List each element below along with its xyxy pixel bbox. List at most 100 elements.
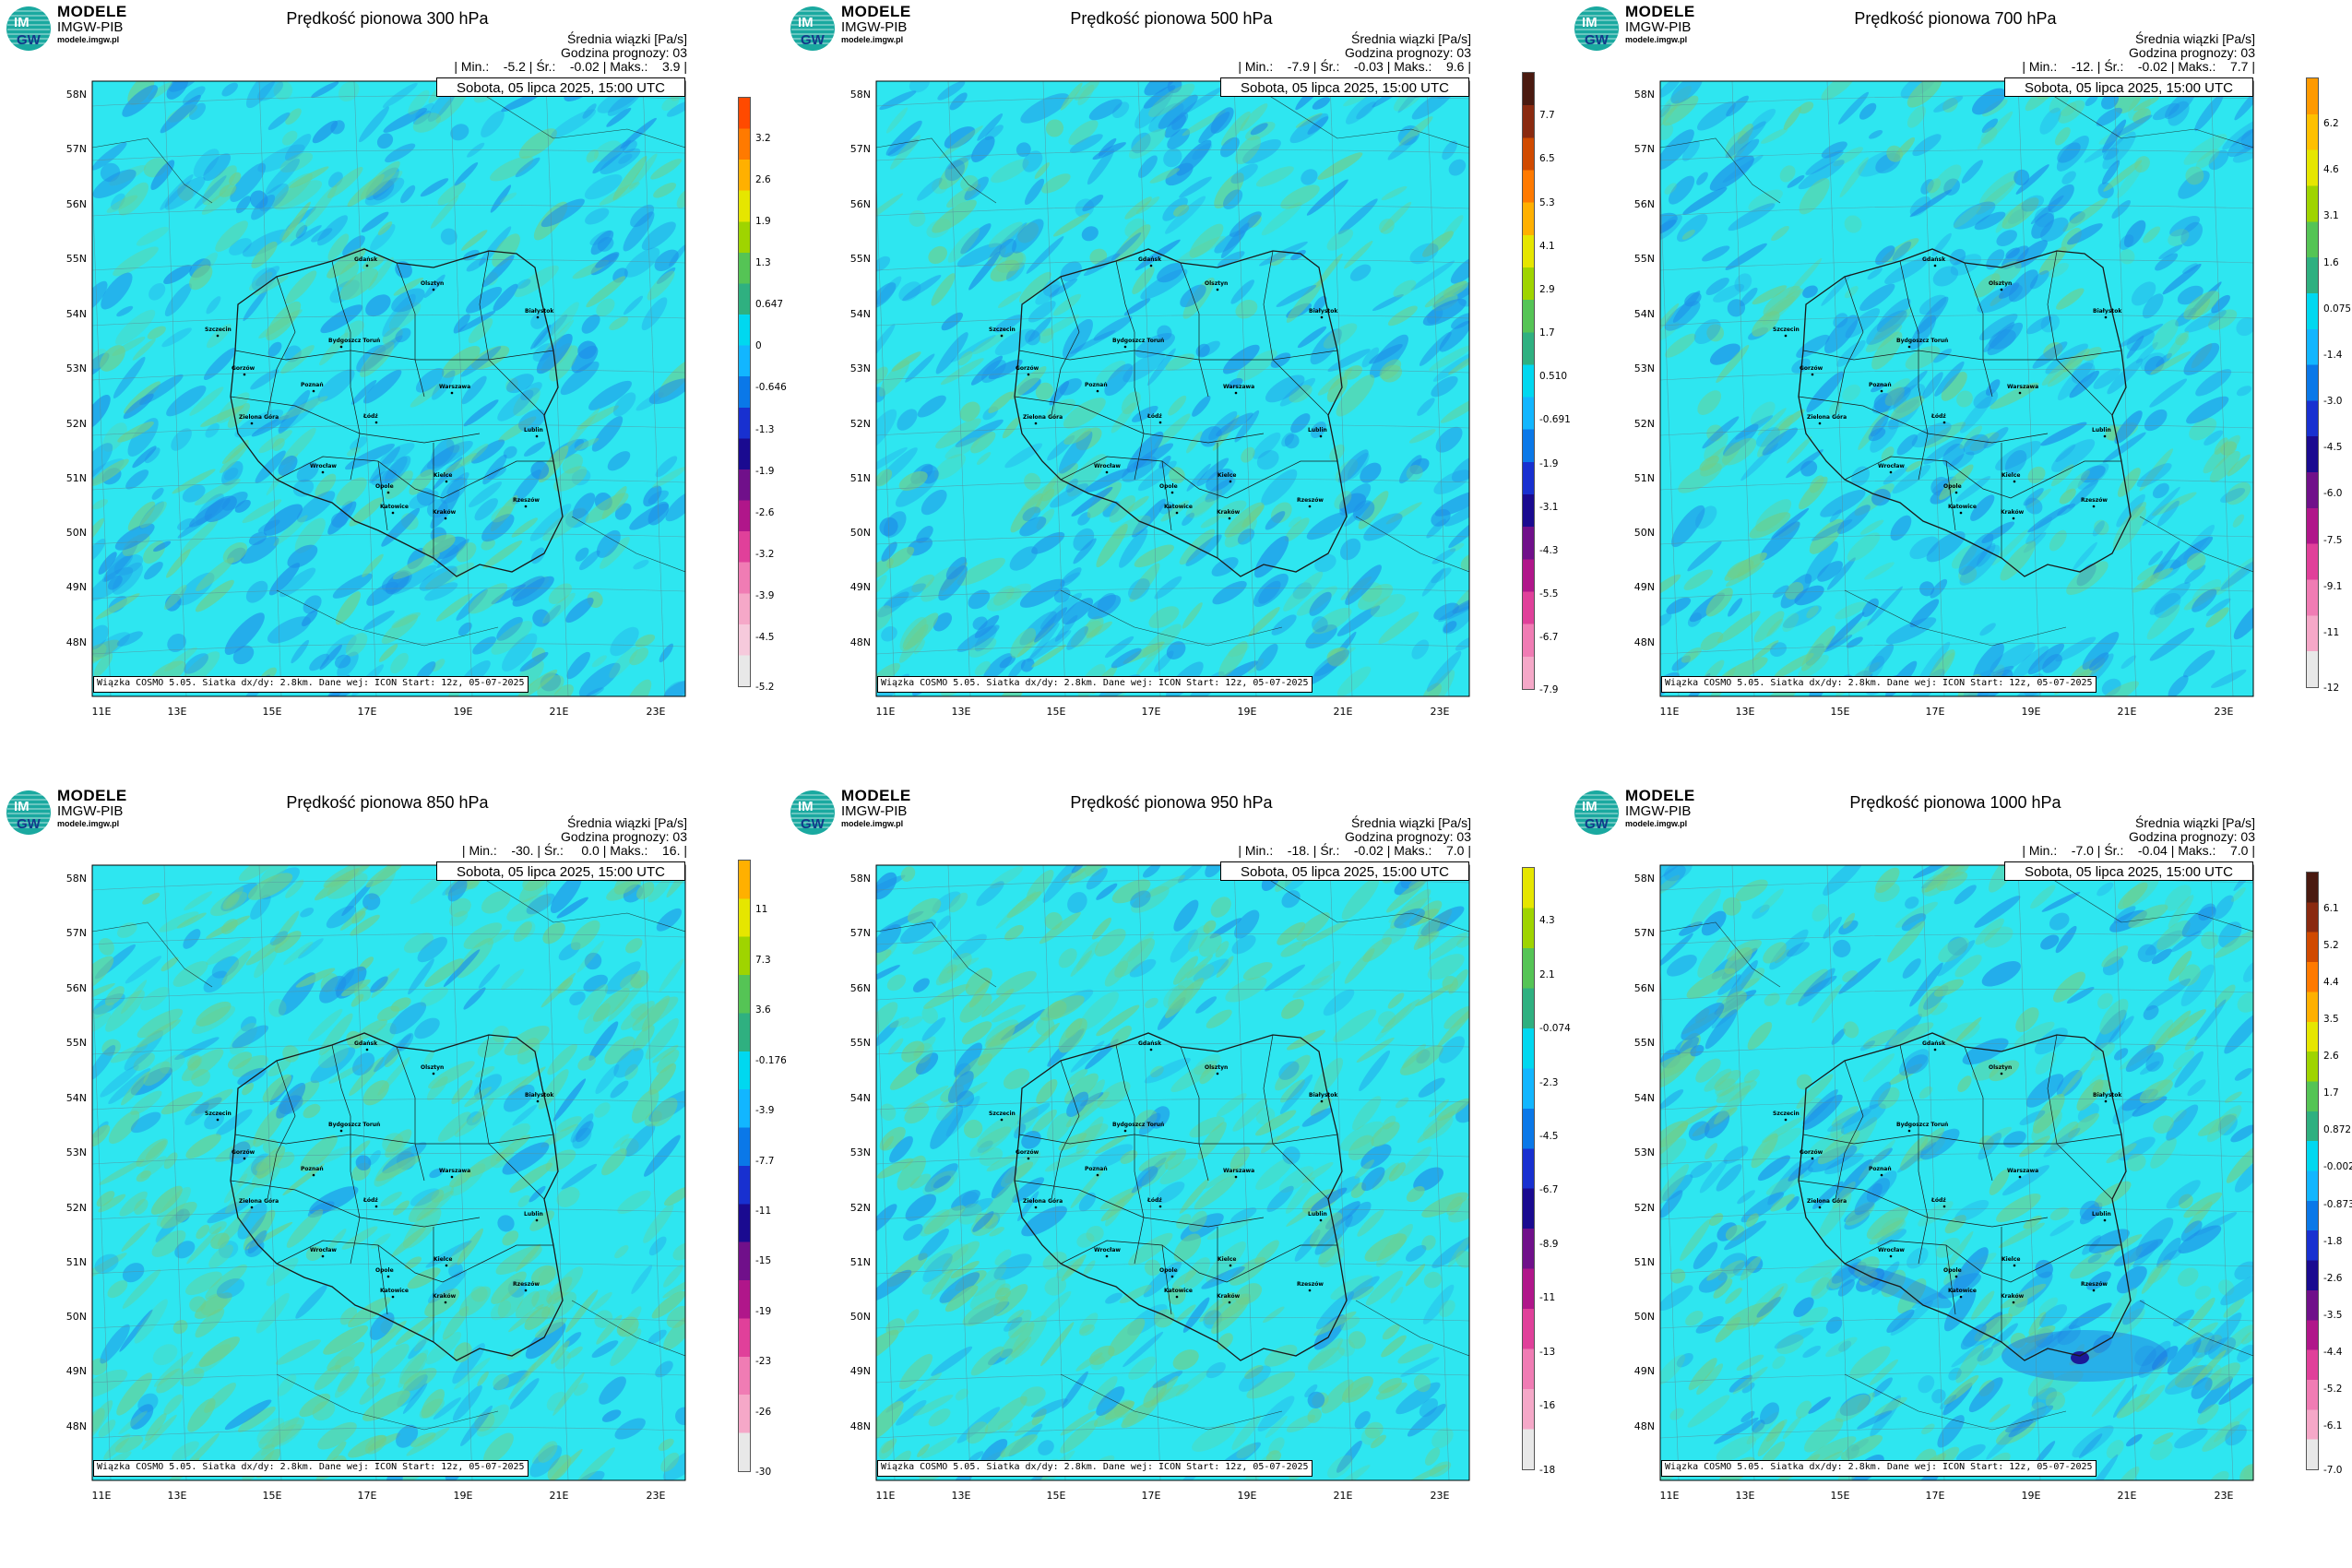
field-blob — [2142, 293, 2164, 319]
field-blob — [280, 345, 315, 374]
field-blob — [1346, 91, 1380, 125]
field-blob — [1909, 536, 1939, 560]
field-blob — [1699, 1159, 1728, 1194]
field-blob — [1974, 273, 2001, 298]
field-blob — [656, 1050, 680, 1074]
field-blob — [378, 644, 398, 662]
field-blob — [1042, 279, 1062, 297]
field-blob — [1171, 112, 1189, 130]
field-blob — [2026, 488, 2051, 508]
field-blob — [912, 978, 930, 992]
field-blob — [1978, 314, 2018, 341]
field-blob — [1427, 954, 1465, 980]
logo-badge-top: IM — [14, 15, 30, 30]
field-blob — [876, 193, 904, 226]
field-blob — [370, 976, 388, 993]
field-blob — [2094, 519, 2109, 536]
field-blob — [1833, 147, 1864, 167]
colorbar-tick-label: 4.3 — [1539, 915, 1555, 927]
field-blob — [92, 499, 109, 510]
field-blob — [2101, 678, 2121, 696]
field-blob — [163, 585, 187, 610]
field-blob — [650, 159, 683, 180]
city-marker — [339, 345, 343, 349]
city-label: Łódź — [363, 1197, 378, 1204]
field-blob — [2180, 1220, 2203, 1241]
stats-title: Średnia wiązki [Pa/s] — [1351, 815, 1471, 830]
field-blob — [481, 514, 515, 542]
city-label: Poznań — [1085, 1166, 1108, 1172]
field-blob — [208, 1221, 227, 1234]
field-blob — [1261, 202, 1302, 236]
field-blob — [1421, 568, 1445, 597]
field-blob — [1978, 1340, 2009, 1366]
field-blob — [614, 1244, 629, 1259]
field-blob — [373, 180, 395, 201]
field-blob — [463, 922, 503, 949]
colorbar-tick-label: -7.5 — [2323, 534, 2343, 546]
field-blob — [350, 436, 368, 451]
field-blob — [1776, 1334, 1804, 1355]
field-blob — [1916, 296, 1949, 335]
field-blob — [1217, 251, 1245, 267]
field-blob — [196, 1001, 232, 1027]
field-blob — [1721, 437, 1757, 466]
field-blob — [1019, 517, 1047, 537]
field-blob — [1936, 871, 1968, 892]
field-blob — [133, 1052, 155, 1071]
model-credit: Wiązka COSMO 5.05. Siatka dx/dy: 2.8km. … — [1661, 676, 2097, 693]
colorbar-tick-label: 7.3 — [755, 954, 771, 966]
field-blob — [192, 252, 218, 280]
field-blob — [990, 222, 1028, 257]
field-blob — [2041, 891, 2081, 912]
field-blob — [1185, 489, 1223, 517]
field-blob — [1381, 1335, 1407, 1358]
field-blob — [1189, 498, 1215, 519]
field-blob — [430, 195, 459, 229]
field-blob — [564, 408, 600, 450]
field-blob — [2113, 1308, 2145, 1337]
field-blob — [287, 544, 318, 568]
field-blob — [1071, 865, 1086, 873]
colorbar-tick-label: -1.9 — [1539, 457, 1559, 469]
field-blob — [1028, 316, 1051, 342]
stats-values: | Min.: -30. | Śr.: 0.0 | Maks.: 16. | — [461, 843, 687, 858]
logo-sub-text: IMGW-PIB — [841, 803, 908, 819]
field-blob — [1422, 1284, 1455, 1324]
city-marker — [445, 1264, 448, 1267]
field-blob — [2035, 1051, 2057, 1075]
field-blob — [1229, 1146, 1251, 1170]
field-blob — [1189, 223, 1224, 258]
field-blob — [1448, 350, 1469, 375]
latitude-label: 49N — [849, 581, 871, 593]
latitude-label: 52N — [65, 418, 87, 430]
field-blob — [2059, 488, 2076, 505]
field-blob — [139, 374, 184, 405]
field-blob — [461, 230, 488, 251]
field-blob — [1796, 334, 1830, 359]
field-blob — [1224, 502, 1265, 538]
field-blob — [1241, 446, 1255, 463]
field-blob — [206, 296, 221, 315]
field-blob — [245, 81, 279, 109]
field-blob — [1755, 427, 1780, 447]
field-blob — [989, 1227, 1004, 1237]
field-blob — [271, 172, 313, 208]
field-blob — [2027, 1371, 2055, 1397]
field-blob — [450, 124, 469, 141]
city-label: Kielce — [2002, 1256, 2021, 1263]
field-blob — [992, 1004, 1026, 1023]
field-blob — [2153, 1115, 2174, 1134]
latitude-label: 52N — [65, 1202, 87, 1214]
voivodeship-border — [1964, 262, 1993, 398]
city-label: Poznań — [301, 1166, 324, 1172]
field-blob — [2004, 449, 2027, 475]
field-blob — [999, 238, 1017, 258]
field-blob — [1091, 1144, 1134, 1170]
colorbar-tick-label: 7.7 — [1539, 110, 1555, 122]
field-blob — [950, 334, 996, 362]
field-blob — [389, 1002, 427, 1035]
field-blob — [1987, 322, 2024, 356]
field-blob — [1877, 1229, 1907, 1246]
field-blob — [1097, 592, 1116, 612]
